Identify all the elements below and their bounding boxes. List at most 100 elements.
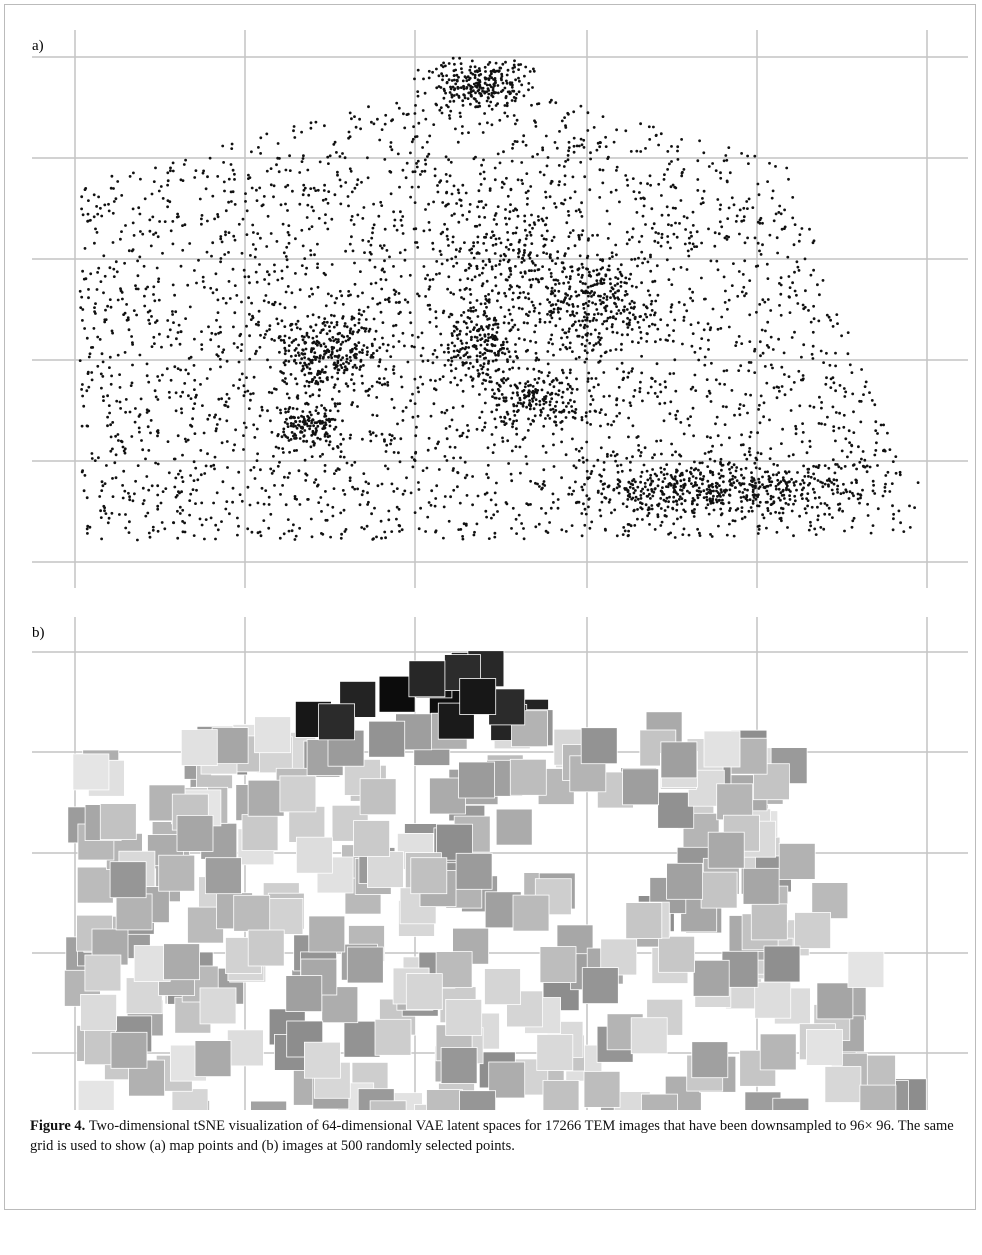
map-point bbox=[589, 403, 592, 406]
map-point bbox=[527, 82, 530, 85]
map-point bbox=[565, 416, 568, 419]
map-point bbox=[455, 202, 458, 205]
map-point bbox=[461, 71, 464, 74]
map-point bbox=[401, 215, 404, 218]
map-point bbox=[565, 376, 568, 379]
map-point bbox=[587, 304, 590, 307]
map-point bbox=[343, 456, 346, 459]
map-point bbox=[546, 165, 549, 168]
map-point bbox=[452, 293, 455, 296]
map-point bbox=[596, 274, 599, 277]
map-point bbox=[176, 216, 179, 219]
map-point bbox=[569, 399, 572, 402]
map-point bbox=[404, 249, 407, 252]
map-point bbox=[608, 265, 611, 268]
map-point bbox=[692, 243, 695, 246]
map-point bbox=[783, 373, 786, 376]
map-point bbox=[341, 419, 344, 422]
map-point bbox=[231, 143, 234, 146]
map-point bbox=[494, 344, 497, 347]
map-point bbox=[247, 174, 250, 177]
map-point bbox=[598, 332, 601, 335]
map-point bbox=[748, 313, 751, 316]
map-point bbox=[773, 219, 776, 222]
map-point bbox=[298, 171, 301, 174]
map-point bbox=[215, 272, 218, 275]
map-point bbox=[294, 495, 297, 498]
map-point bbox=[707, 451, 710, 454]
map-point bbox=[788, 375, 791, 378]
map-point bbox=[311, 393, 314, 396]
map-point bbox=[561, 396, 564, 399]
map-point bbox=[417, 386, 420, 389]
map-point bbox=[340, 450, 343, 453]
map-point bbox=[310, 518, 313, 521]
map-point bbox=[545, 238, 548, 241]
map-point bbox=[767, 298, 770, 301]
map-point bbox=[806, 505, 809, 508]
map-point bbox=[324, 222, 327, 225]
map-point bbox=[688, 477, 691, 480]
map-point bbox=[349, 359, 352, 362]
map-point bbox=[336, 361, 339, 364]
map-point bbox=[172, 170, 175, 173]
map-point bbox=[851, 492, 854, 495]
map-point bbox=[788, 455, 791, 458]
map-point bbox=[324, 324, 327, 327]
map-point bbox=[459, 330, 462, 333]
map-point bbox=[884, 486, 887, 489]
map-point bbox=[428, 288, 431, 291]
map-point bbox=[703, 190, 706, 193]
map-point bbox=[769, 447, 772, 450]
map-point bbox=[236, 517, 239, 520]
map-point bbox=[357, 295, 360, 298]
map-point bbox=[212, 464, 215, 467]
map-point bbox=[571, 270, 574, 273]
map-point bbox=[630, 306, 633, 309]
map-point bbox=[561, 328, 564, 331]
map-point bbox=[157, 277, 160, 280]
map-point bbox=[783, 497, 786, 500]
map-point bbox=[362, 364, 365, 367]
map-point bbox=[757, 532, 760, 535]
map-point bbox=[115, 453, 118, 456]
map-point bbox=[481, 429, 484, 432]
map-point bbox=[132, 172, 135, 175]
map-point bbox=[543, 174, 546, 177]
map-point bbox=[816, 506, 819, 509]
map-point bbox=[444, 455, 447, 458]
map-point bbox=[87, 213, 90, 216]
map-point bbox=[642, 304, 645, 307]
map-point bbox=[511, 147, 514, 150]
map-point bbox=[346, 385, 349, 388]
map-point bbox=[144, 515, 147, 518]
map-point bbox=[486, 84, 489, 87]
map-point bbox=[585, 441, 588, 444]
map-point bbox=[580, 486, 583, 489]
map-point bbox=[806, 492, 809, 495]
map-point bbox=[151, 216, 154, 219]
map-point bbox=[414, 402, 417, 405]
map-point bbox=[217, 345, 220, 348]
map-point bbox=[294, 420, 297, 423]
map-point bbox=[492, 234, 495, 237]
map-point bbox=[816, 518, 819, 521]
map-point bbox=[863, 465, 866, 468]
map-point bbox=[575, 357, 578, 360]
map-point bbox=[144, 458, 147, 461]
map-point bbox=[445, 204, 448, 207]
map-point bbox=[424, 295, 427, 298]
map-point bbox=[681, 343, 684, 346]
map-point bbox=[417, 415, 420, 418]
map-point bbox=[567, 281, 570, 284]
map-point bbox=[777, 338, 780, 341]
map-point bbox=[238, 378, 241, 381]
map-point bbox=[449, 100, 452, 103]
map-point bbox=[361, 351, 364, 354]
map-point bbox=[492, 324, 495, 327]
map-point bbox=[602, 301, 605, 304]
map-point bbox=[452, 469, 455, 472]
map-point bbox=[164, 220, 167, 223]
map-point bbox=[200, 223, 203, 226]
map-point bbox=[385, 450, 388, 453]
